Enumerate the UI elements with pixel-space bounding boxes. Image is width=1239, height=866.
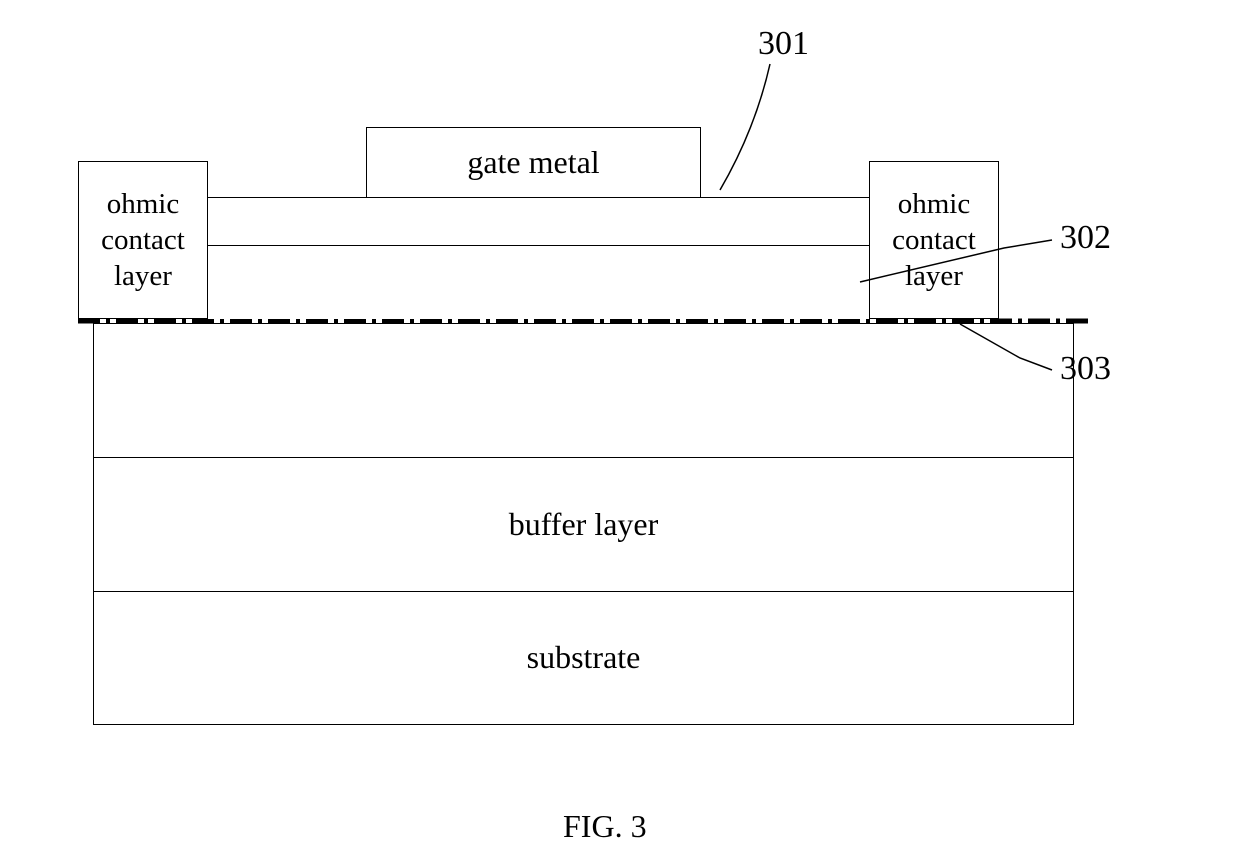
leader-301 — [0, 0, 1239, 866]
diagram-canvas: substrate buffer layer ohmic contact lay… — [0, 0, 1239, 866]
figure-caption: FIG. 3 — [563, 808, 647, 845]
